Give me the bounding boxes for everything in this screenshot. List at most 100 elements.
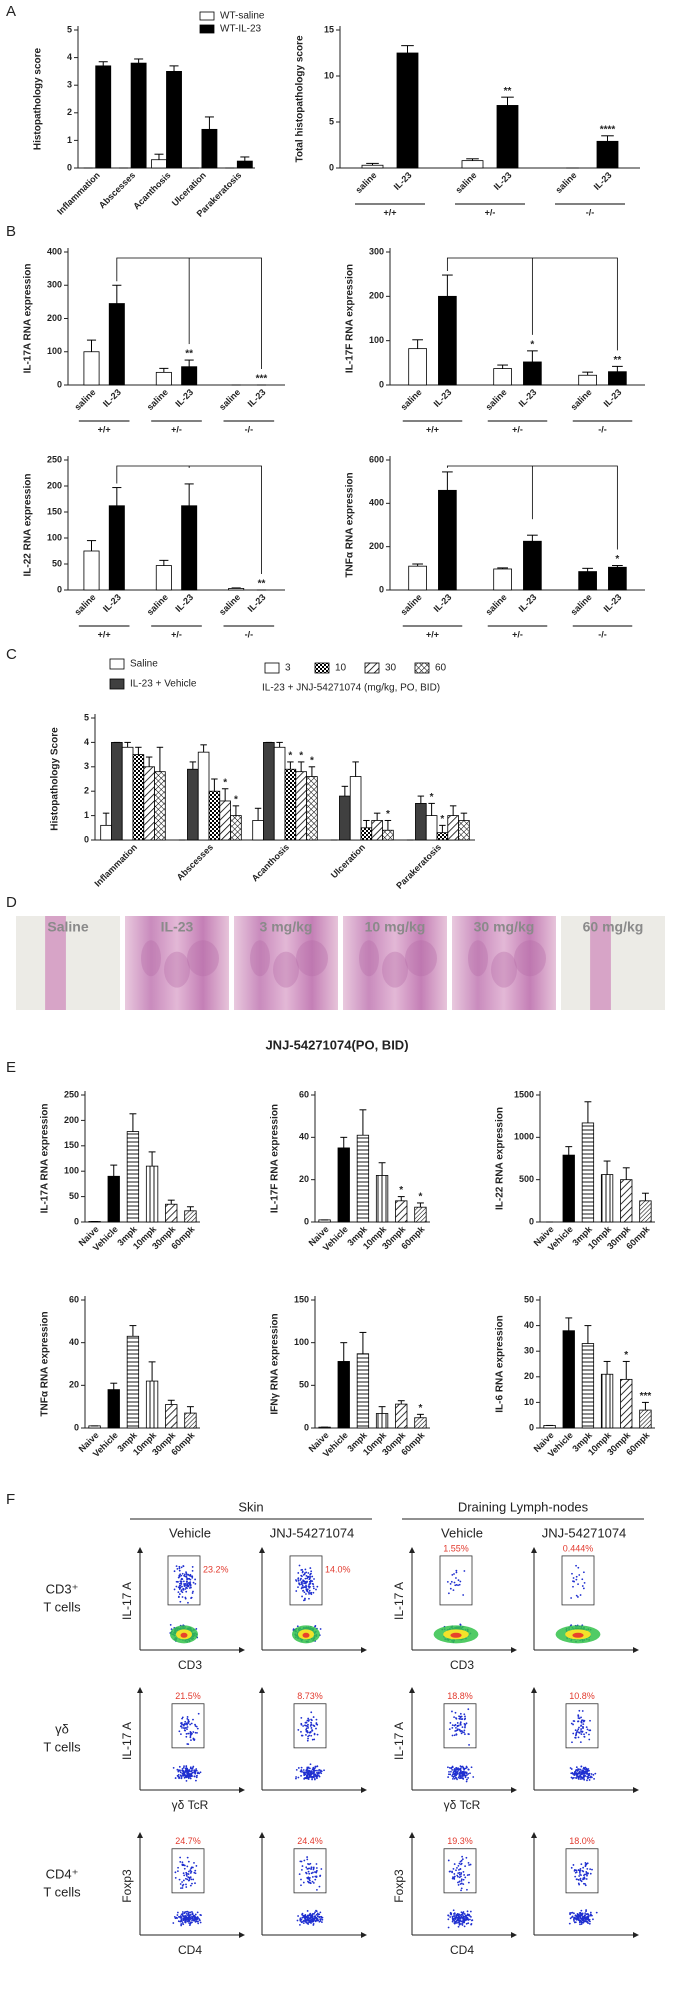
flow-dot	[179, 1916, 182, 1919]
flow-dot	[457, 1925, 460, 1928]
flow-dot	[315, 1588, 317, 1591]
x-tick-label: IL-23	[517, 387, 539, 409]
y-axis-label: IL-17F RNA expression	[345, 264, 356, 373]
flow-dot	[467, 1776, 470, 1779]
flow-dot	[304, 1724, 306, 1727]
flow-dot	[462, 1594, 465, 1596]
flow-dot	[302, 1586, 304, 1589]
bar	[339, 795, 351, 841]
flow-dot	[465, 1771, 468, 1774]
flow-dot	[455, 1915, 458, 1918]
y-tick-label: 100	[47, 532, 62, 542]
flow-dot	[583, 1778, 585, 1780]
flow-dot	[180, 1574, 183, 1577]
flow-dot	[311, 1738, 314, 1741]
tissue-texture	[405, 940, 437, 977]
flow-dot	[195, 1865, 198, 1867]
flow-dot	[589, 1729, 592, 1732]
x-tick-label: IL-23	[517, 592, 539, 614]
flow-dot	[469, 1772, 471, 1775]
bar	[361, 164, 384, 169]
flow-dot	[463, 1774, 466, 1776]
flow-dot	[310, 1866, 313, 1869]
flow-dot	[452, 1589, 455, 1592]
flow-dot	[464, 1876, 467, 1879]
x-tick-label: saline	[399, 592, 424, 617]
flow-dot	[175, 1585, 178, 1588]
flow-dot	[461, 1731, 464, 1733]
bar	[600, 1174, 614, 1223]
flow-dot	[308, 1597, 310, 1600]
gate-percentage: 1.55%	[443, 1543, 469, 1553]
flow-dot	[187, 1720, 190, 1723]
y-tick-label: 40	[299, 1132, 309, 1142]
flow-dot	[316, 1585, 319, 1588]
flow-dot	[467, 1881, 470, 1884]
x-tick-label: Acanthosis	[250, 842, 291, 883]
y-tick-label: 20	[299, 1174, 309, 1184]
group-label: -/-	[598, 629, 607, 639]
flow-dot	[570, 1722, 573, 1725]
flow-dot	[179, 1573, 182, 1576]
legend-label: 3	[285, 663, 291, 674]
flow-dot	[183, 1729, 186, 1732]
flow-dot	[314, 1915, 316, 1917]
flow-dot	[301, 1734, 304, 1737]
flow-dot	[459, 1730, 462, 1733]
flow-dot	[191, 1919, 193, 1922]
flow-dot	[310, 1918, 313, 1921]
flow-dot	[449, 1582, 452, 1585]
bar	[132, 754, 145, 841]
bar	[620, 1378, 633, 1429]
flow-dot	[300, 1769, 303, 1771]
flow-dot	[312, 1866, 315, 1869]
flow-dot	[453, 1734, 456, 1737]
significance-mark: *	[223, 777, 227, 788]
flow-dot	[314, 1878, 317, 1881]
flow-dot	[454, 1774, 457, 1777]
flow-dot	[583, 1776, 585, 1778]
flow-dot	[194, 1771, 197, 1774]
y-tick-label: 150	[294, 1294, 309, 1304]
flow-dot	[187, 1582, 190, 1584]
flow-dot	[309, 1767, 311, 1770]
flow-dot	[315, 1863, 318, 1865]
panel-label: B	[6, 223, 16, 240]
flow-dot	[181, 1591, 184, 1594]
x-tick-label: saline	[484, 592, 509, 617]
flow-dot	[183, 1776, 186, 1779]
flow-dot	[196, 1731, 198, 1734]
flow-dot	[458, 1715, 460, 1718]
bar	[608, 371, 627, 386]
tissue-texture	[514, 940, 546, 977]
flow-dot	[573, 1921, 576, 1924]
flow-dot	[580, 1773, 583, 1776]
flow-dot	[318, 1920, 321, 1923]
flow-dot	[186, 1577, 189, 1580]
flow-dot	[297, 1578, 300, 1580]
flow-dot	[185, 1873, 188, 1876]
flow-dot	[307, 1723, 309, 1726]
flow-y-label: IL-17 A	[120, 1582, 134, 1620]
flow-dot	[573, 1580, 575, 1583]
flow-dot	[455, 1577, 457, 1579]
flow-dot	[313, 1767, 316, 1770]
flow-dot	[187, 1769, 189, 1771]
flow-dot	[302, 1573, 305, 1576]
flow-dot	[463, 1925, 466, 1928]
flow-dot	[305, 1585, 307, 1588]
bar	[166, 71, 182, 169]
flow-y-label: IL-17 A	[120, 1722, 134, 1760]
flow-dot	[467, 1914, 470, 1917]
flow-dot	[454, 1730, 457, 1732]
flow-dot	[588, 1779, 591, 1781]
flow-dot	[449, 1911, 452, 1914]
flow-dot	[586, 1867, 589, 1870]
histology-label: IL-23	[161, 919, 194, 935]
y-tick-label: 250	[47, 454, 62, 464]
flow-dot	[307, 1918, 310, 1921]
flow-dot	[577, 1583, 579, 1586]
flow-dot	[185, 1776, 188, 1779]
flow-dot	[458, 1922, 461, 1925]
flow-dot	[296, 1625, 299, 1628]
